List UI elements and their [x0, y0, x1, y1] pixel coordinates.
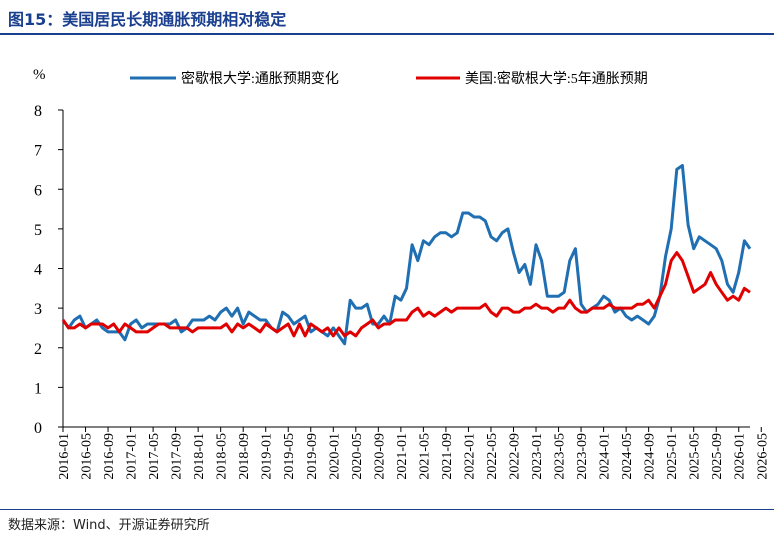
x-tick-label: 2021-09 [440, 433, 455, 480]
x-tick-label: 2023-01 [530, 433, 545, 480]
x-tick-label: 2026-05 [755, 433, 770, 480]
bottom-rule [0, 509, 774, 510]
series-layer [61, 164, 752, 346]
x-tick-label: 2024-05 [620, 433, 635, 480]
x-tick-label: 2020-01 [327, 433, 342, 480]
legend-label-series-1: 密歇根大学:通胀预期变化 [181, 70, 339, 87]
x-tick-label: 2019-09 [305, 433, 320, 480]
y-tick-label: 8 [34, 103, 42, 120]
x-tick-label: 2017-09 [170, 433, 185, 480]
y-tick-label: 5 [34, 222, 42, 239]
y-tick-label: 7 [34, 143, 42, 160]
title-rule [0, 33, 774, 35]
x-tick-label: 2016-09 [102, 433, 117, 480]
x-tick-label: 2022-01 [462, 433, 477, 480]
x-tick-label: 2021-05 [417, 433, 432, 480]
line-chart: % 密歇根大学:通胀预期变化 美国:密歇根大学:5年通胀预期 0 1 2 3 4 5 6 7 8… [33, 67, 770, 480]
x-tick-label: 2018-05 [215, 433, 230, 480]
x-tick-label: 2016-01 [57, 433, 72, 480]
legend: 密歇根大学:通胀预期变化 美国:密歇根大学:5年通胀预期 [130, 70, 648, 87]
legend-label-series-2: 美国:密歇根大学:5年通胀预期 [465, 70, 648, 87]
x-tick-label: 2019-01 [260, 433, 275, 480]
x-tick-label: 2017-05 [147, 433, 162, 480]
y-tick-label: 6 [34, 182, 42, 199]
figure-title: 图15：美国居民长期通胀预期相对稳定 [8, 10, 287, 29]
x-tick-label: 2024-09 [643, 433, 658, 480]
x-tick-label: 2022-05 [485, 433, 500, 480]
y-tick-label: 0 [34, 420, 42, 437]
x-axis: 2016-01 2016-05 2016-09 2017-01 2017-05 2017-… [57, 426, 770, 480]
x-tick-label: 2024-01 [598, 433, 613, 480]
y-tick-label: 3 [34, 301, 42, 318]
x-tick-label: 2020-09 [372, 433, 387, 480]
x-tick-label: 2017-01 [125, 433, 140, 480]
x-tick-label: 2016-05 [80, 433, 95, 480]
x-tick-label: 2022-09 [507, 433, 522, 480]
x-tick-label: 2018-01 [192, 433, 207, 480]
y-unit-label: % [33, 67, 46, 83]
series-line-2 [61, 251, 751, 338]
y-tick-label: 2 [34, 341, 42, 358]
x-tick-label: 2026-01 [733, 433, 748, 480]
y-axis: 0 1 2 3 4 5 6 7 8 [34, 103, 64, 437]
source-note: 数据来源：Wind、开源证券研究所 [8, 518, 210, 533]
x-tick-label: 2019-05 [282, 433, 297, 480]
x-tick-label: 2018-09 [237, 433, 252, 480]
x-tick-label: 2025-01 [665, 433, 680, 480]
x-tick-label: 2020-05 [350, 433, 365, 480]
x-tick-label: 2021-01 [395, 433, 410, 480]
x-tick-label: 2023-09 [575, 433, 590, 480]
x-tick-label: 2025-09 [710, 433, 725, 480]
series-line-1 [61, 164, 752, 346]
x-tick-label: 2023-05 [553, 433, 568, 480]
y-tick-label: 1 [34, 380, 42, 397]
x-tick-label: 2025-05 [688, 433, 703, 480]
y-tick-label: 4 [34, 262, 42, 279]
